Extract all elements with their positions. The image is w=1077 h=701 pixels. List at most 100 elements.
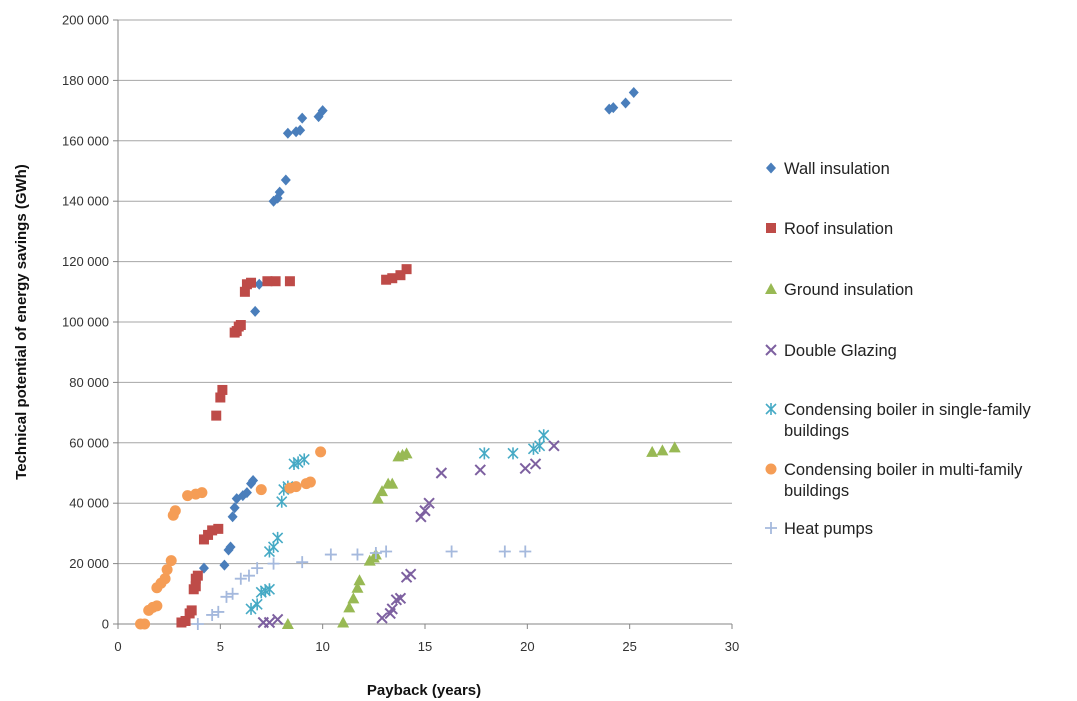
x-tick-labels: 0 5 10 15 20 25 30	[114, 639, 739, 654]
y-tick-labels: 0 20 000 40 000 60 000 80 000 100 000 120 000 1…	[62, 13, 109, 632]
data-point	[400, 447, 413, 459]
legend-label: Double Glazing	[784, 342, 897, 360]
data-point	[254, 278, 265, 290]
data-point	[226, 587, 239, 600]
data-point	[668, 441, 681, 453]
legend-marker	[766, 162, 776, 174]
y-tick-label: 120 000	[62, 254, 109, 269]
data-point	[435, 467, 448, 479]
x-tick-label: 25	[622, 639, 636, 654]
data-point	[380, 545, 393, 558]
legend-marker	[766, 223, 776, 233]
data-point	[284, 276, 295, 287]
data-point	[241, 487, 252, 499]
data-point	[161, 564, 173, 576]
data-point	[353, 574, 366, 586]
series-6	[191, 545, 532, 630]
data-point	[519, 462, 531, 475]
y-tick-label: 40 000	[69, 496, 109, 511]
data-point	[191, 618, 204, 630]
data-point	[213, 523, 224, 534]
legend-marker	[765, 522, 777, 534]
data-point	[646, 445, 659, 457]
data-point	[376, 485, 389, 497]
legend-item: Roof insulation	[766, 220, 893, 238]
data-point	[225, 541, 236, 553]
data-point	[296, 556, 309, 569]
legend-label: Wall insulation	[784, 160, 890, 178]
data-point	[620, 97, 631, 109]
data-point	[419, 505, 431, 517]
y-tick-label: 180 000	[62, 73, 109, 88]
data-point	[215, 392, 226, 403]
data-point	[376, 612, 388, 624]
data-point	[656, 444, 669, 456]
data-point	[182, 490, 194, 502]
data-point	[538, 429, 550, 442]
data-point	[220, 590, 233, 603]
data-point	[415, 511, 427, 523]
y-axis-title: Technical potential of energy savings (G…	[13, 164, 30, 480]
data-point	[401, 264, 412, 275]
data-point	[371, 492, 384, 504]
data-point	[324, 548, 337, 561]
x-tick-label: 10	[315, 639, 329, 654]
data-point	[251, 598, 263, 611]
data-point	[337, 616, 350, 628]
data-point	[281, 618, 294, 629]
data-point	[304, 476, 316, 488]
data-point	[527, 442, 540, 455]
data-point	[251, 562, 264, 575]
data-point	[351, 581, 364, 593]
legend-item: Condensing boiler in multi-family buildin…	[765, 461, 1023, 500]
data-point	[242, 569, 255, 582]
data-point	[196, 487, 208, 499]
data-point	[263, 616, 276, 629]
x-tick-label: 30	[725, 639, 739, 654]
data-point	[271, 613, 284, 626]
data-point	[343, 601, 356, 613]
data-point	[235, 320, 246, 331]
data-point	[180, 615, 191, 626]
series-5	[135, 446, 327, 630]
data-point	[280, 174, 291, 186]
data-point	[207, 525, 218, 536]
data-point	[387, 273, 398, 284]
data-point	[628, 86, 639, 98]
legend: Wall insulation Roof insulation Ground ins…	[765, 160, 1031, 538]
legend-marker	[765, 283, 777, 294]
legend-label: Condensing boiler in multi-family buildin…	[784, 461, 1023, 500]
legend-label: Condensing boiler in single-family buildi…	[784, 401, 1031, 440]
data-point	[219, 559, 230, 571]
legend-label: Roof insulation	[784, 220, 893, 238]
data-point	[282, 127, 293, 139]
data-point	[139, 618, 151, 630]
data-point	[159, 573, 171, 585]
x-tick-label: 20	[520, 639, 534, 654]
legend-marker	[765, 403, 777, 415]
data-point	[246, 277, 257, 288]
data-point	[217, 384, 228, 395]
legend-item: Double Glazing	[765, 342, 897, 360]
data-point	[507, 447, 519, 460]
gridlines	[118, 19, 732, 565]
legend-label: Ground insulation	[784, 281, 913, 299]
data-point	[295, 124, 306, 136]
data-point	[250, 305, 261, 317]
data-point	[151, 600, 163, 612]
series-3	[257, 440, 560, 629]
data-points	[135, 86, 681, 630]
data-point	[190, 581, 201, 592]
y-tick-label: 60 000	[69, 435, 109, 450]
data-point	[270, 276, 281, 287]
data-point	[186, 605, 197, 616]
y-tick-label: 20 000	[69, 556, 109, 571]
data-point	[298, 453, 310, 466]
legend-label: Heat pumps	[784, 520, 873, 538]
data-point	[229, 502, 240, 514]
data-point	[292, 456, 304, 469]
data-point	[315, 446, 327, 458]
data-point	[386, 477, 399, 489]
data-point	[317, 105, 328, 117]
